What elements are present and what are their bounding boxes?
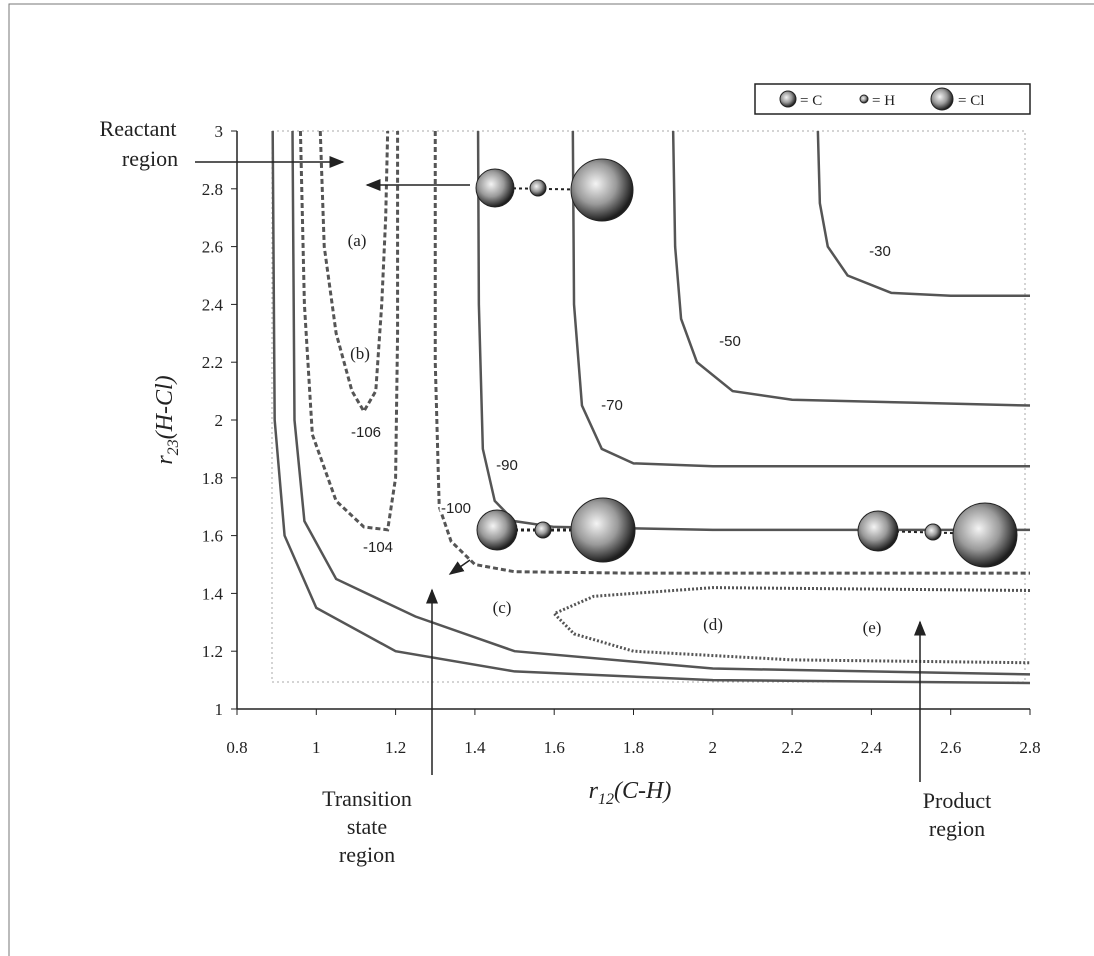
inner-frame [272,131,1025,682]
x-tick-label: 2 [709,738,718,757]
x-tick-label: 0.8 [226,738,247,757]
contour-line [273,131,1030,683]
annotation: (b) [350,344,370,363]
contour-label: -104 [363,539,393,556]
molecules [476,159,1017,567]
region-label: region [339,842,395,867]
region-label: state [347,814,387,839]
contour-label: -50 [719,333,741,350]
x-tick-label: 2.6 [940,738,961,757]
ylabel-label: r23(H-Cl) [152,375,182,464]
x-tick-label: 1.8 [623,738,644,757]
y-tick-label: 3 [215,122,224,141]
contour-label: -30 [869,243,891,260]
contour-line [573,131,1030,466]
xlabel-label: r12(C-H) [589,778,672,808]
y-tick-label: 2.2 [202,353,223,372]
annotation: (c) [493,598,512,617]
contour-line [320,131,387,411]
region-label: Transition [322,786,412,811]
y-tick-label: 2.4 [202,295,224,314]
contour-label: -90 [496,457,518,474]
y-tick-label: 2 [215,411,224,430]
region-label: Reactant [100,116,177,141]
region-label: region [122,146,178,171]
legend-label: = Cl [958,93,984,109]
axis-text: (C-H) [614,778,671,804]
y-tick-label: 1.2 [202,642,223,661]
y-tick-label: 2.8 [202,180,223,199]
region-label: Product [923,788,991,813]
x-tick-label: 1.4 [464,738,486,757]
legend: = C = H = Cl [755,84,1030,114]
contour-line [435,131,1030,573]
contour-label: -70 [601,397,623,414]
figure: = C = H = Cl 0.811.21.41.61.822.22.42.62… [0,0,1094,956]
y-tick-label: 2.6 [202,238,223,257]
y-tick-label: 1.6 [202,527,223,546]
contour-line [300,131,397,530]
y-tick-label: 1 [215,700,224,719]
annotation: (e) [863,618,882,637]
contour-label: -100 [441,500,471,517]
axis-text: (H-Cl) [152,375,178,439]
legend-label: = H [872,93,895,109]
region-label: region [929,816,985,841]
legend-label: = C [800,93,822,109]
contour-line [673,131,1030,406]
y-tick-label: 1.8 [202,469,223,488]
contour-line [478,131,1030,530]
x-tick-label: 1 [312,738,321,757]
x-tick-label: 1.6 [544,738,565,757]
y-tick-label: 1.4 [202,584,224,603]
annotation: (a) [348,231,367,250]
annotation: (d) [703,615,723,634]
x-tick-label: 2.4 [861,738,883,757]
x-tick-label: 1.2 [385,738,406,757]
plot [273,131,1030,683]
axis-subscript: 23 [165,439,182,455]
axis-subscript: 12 [598,791,614,808]
contour-line [818,131,1030,296]
x-tick-label: 2.2 [781,738,802,757]
contour-line [554,588,1030,663]
contour-label: -106 [351,424,381,441]
x-tick-label: 2.8 [1019,738,1040,757]
